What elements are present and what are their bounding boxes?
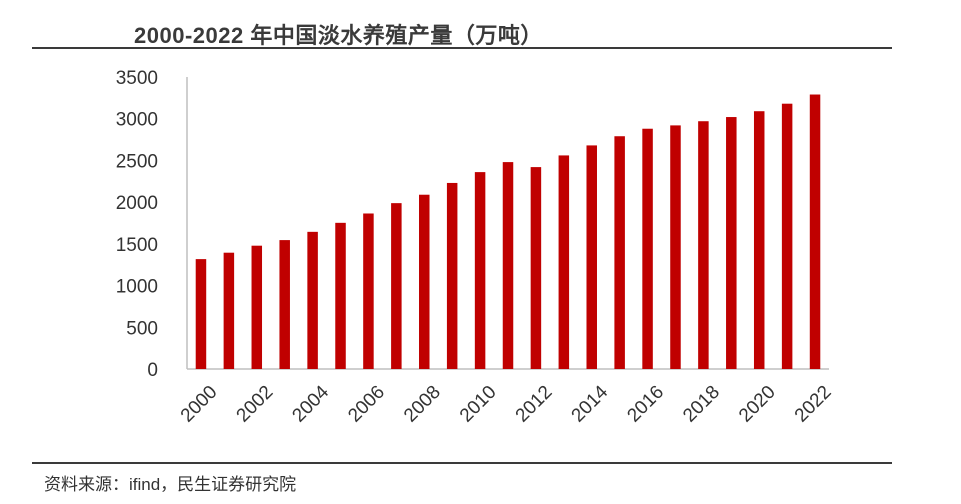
bar-2002 xyxy=(251,245,263,369)
x-tick-label: 2020 xyxy=(735,382,780,427)
x-tick-label: 2004 xyxy=(288,381,333,426)
y-tick-label: 3000 xyxy=(116,110,158,131)
x-tick-label: 2010 xyxy=(456,382,501,427)
x-tick-label: 2006 xyxy=(344,382,389,427)
bar-series xyxy=(195,94,821,370)
bar-2014 xyxy=(586,145,597,369)
chart-title: 2000-2022 年中国淡水养殖产量（万吨） xyxy=(134,23,543,48)
bar-2008 xyxy=(419,194,430,369)
footer-rule xyxy=(32,462,892,464)
bar-2018 xyxy=(698,121,709,369)
title-underline xyxy=(32,47,892,49)
x-axis: 2000 2002 2004 2006 2008 2010 2012 2014 2016 2018… xyxy=(177,381,836,426)
bar-2015 xyxy=(614,136,625,369)
x-tick-label: 2014 xyxy=(568,381,613,426)
bar-2012 xyxy=(530,167,542,369)
source-note: 资料来源：ifind，民生证券研究院 xyxy=(44,475,297,494)
x-tick-label: 2002 xyxy=(233,382,278,427)
x-tick-label: 2022 xyxy=(791,382,836,427)
bar-2004 xyxy=(307,231,318,369)
bar-2017 xyxy=(670,125,681,369)
x-tick-label: 2000 xyxy=(177,382,222,427)
y-tick-label: 1000 xyxy=(116,277,158,298)
bar-2007 xyxy=(391,203,402,369)
bar-2001 xyxy=(223,252,235,369)
bar-2003 xyxy=(279,240,290,369)
y-axis: 0 500 1000 1500 2000 2500 3000 3500 xyxy=(116,68,158,381)
y-tick-label: 500 xyxy=(126,318,158,339)
y-tick-label: 0 xyxy=(147,360,158,381)
y-tick-label: 1500 xyxy=(116,235,158,256)
bar-2020 xyxy=(753,111,765,370)
y-tick-label: 2000 xyxy=(116,193,158,214)
bar-2019 xyxy=(726,117,737,369)
x-tick-label: 2012 xyxy=(512,382,557,427)
x-tick-label: 2018 xyxy=(679,382,724,427)
bar-2010 xyxy=(474,172,486,369)
bar-2000 xyxy=(195,259,207,369)
bar-2021 xyxy=(781,103,793,369)
bar-2011 xyxy=(502,162,514,369)
bar-2005 xyxy=(335,222,346,369)
x-tick-label: 2008 xyxy=(400,382,445,427)
bar-2009 xyxy=(446,182,458,369)
bar-2006 xyxy=(363,213,374,369)
y-tick-label: 3500 xyxy=(116,68,158,89)
bar-2016 xyxy=(642,128,653,369)
bar-2022 xyxy=(809,94,821,370)
y-tick-label: 2500 xyxy=(116,151,158,172)
bar-2013 xyxy=(558,155,570,369)
x-tick-label: 2016 xyxy=(623,382,668,427)
